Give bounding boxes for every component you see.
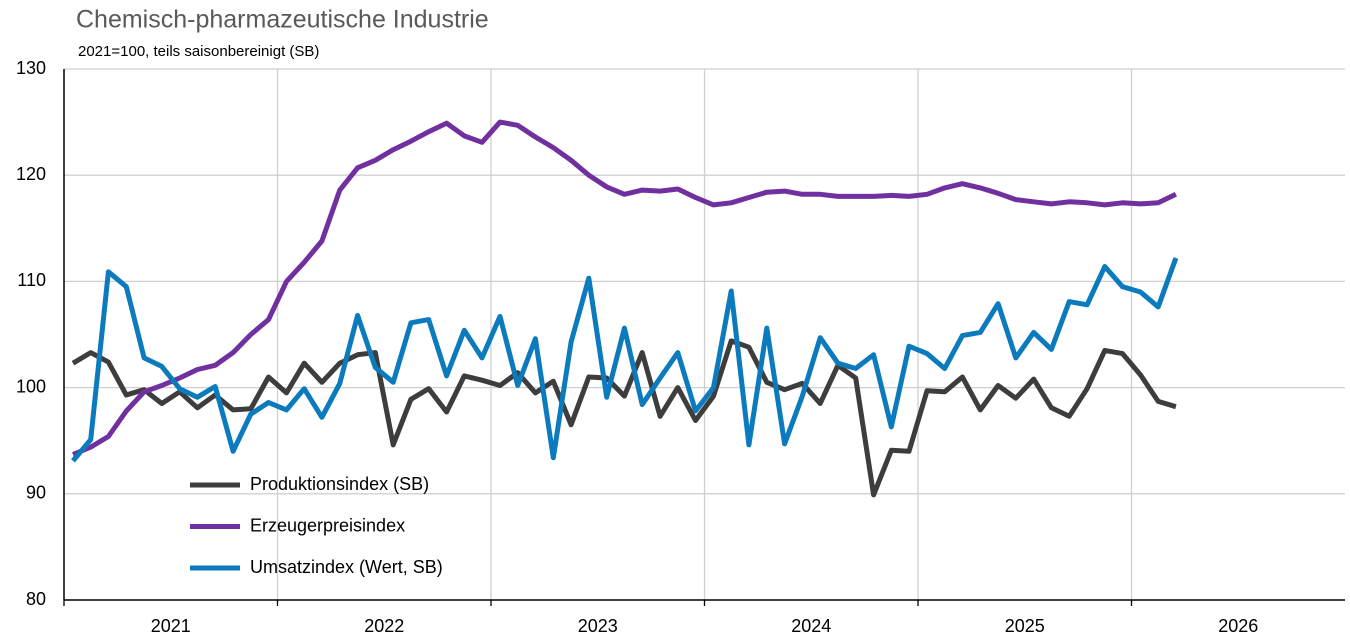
y-tick-label: 80 bbox=[26, 589, 46, 609]
series-line bbox=[71, 338, 1177, 498]
legend-label: Umsatzindex (Wert, SB) bbox=[250, 557, 443, 577]
series-line bbox=[72, 119, 1177, 457]
y-tick-label: 130 bbox=[16, 58, 46, 78]
y-tick-label: 120 bbox=[16, 164, 46, 184]
series-line bbox=[71, 257, 1179, 463]
x-tick-label: 2024 bbox=[791, 616, 831, 634]
y-tick-label: 100 bbox=[16, 376, 46, 396]
chart-title: Chemisch-pharmazeutische Industrie bbox=[76, 6, 489, 34]
y-tick-label: 110 bbox=[17, 270, 46, 290]
y-tick-label: 90 bbox=[26, 483, 46, 503]
x-tick-label: 2022 bbox=[364, 616, 404, 634]
legend-label: Produktionsindex (SB) bbox=[250, 474, 429, 494]
x-tick-label: 2025 bbox=[1005, 616, 1045, 634]
chart-subtitle: 2021=100, teils saisonbereinigt (SB) bbox=[78, 43, 319, 60]
legend-label: Erzeugerpreisindex bbox=[250, 515, 405, 535]
x-tick-label: 2021 bbox=[151, 616, 191, 634]
x-tick-label: 2026 bbox=[1218, 616, 1258, 634]
x-tick-label: 2023 bbox=[578, 616, 618, 634]
